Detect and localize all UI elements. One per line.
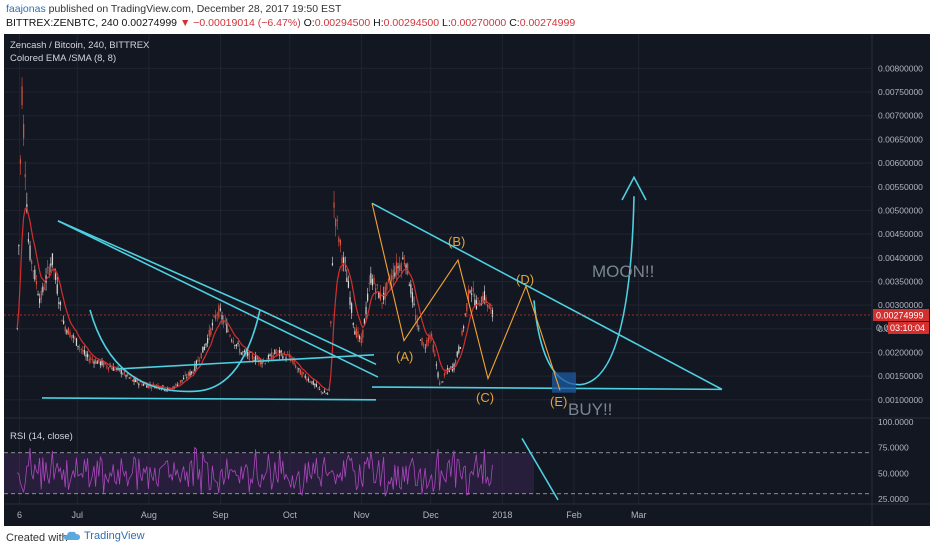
published-text: published on TradingView.com, December 2… [48,3,342,15]
chart-title: Zencash / Bitcoin, 240, BITTREX [10,40,150,51]
time-tick-label: Nov [353,510,370,520]
price-tick-label: 0.00350000 [878,276,923,286]
rsi-tick-label: 50.0000 [878,468,909,478]
price-tick-label: 0.00500000 [878,205,923,215]
price-tick-label: 0.00450000 [878,229,923,239]
open-label: O: [303,17,315,29]
chart-header: faajonas published on TradingView.com, D… [0,0,932,34]
price-tick-label: 0.00700000 [878,111,923,121]
rsi-tick-label: 100.0000 [878,417,914,427]
countdown-prefix: 0.0 [876,323,889,333]
price-change: −0.00019014 (−6.47%) [193,17,301,29]
wave-label-b: (B) [448,234,465,249]
high-value: 0.00294500 [383,17,440,29]
time-axis[interactable]: 6 Jul Aug Sep Oct Nov Dec 2018 Feb Mar [4,503,930,520]
time-tick-label: Feb [566,510,582,520]
symbol-label: BITTREX:ZENBTC, 240 [6,17,119,29]
time-tick-label: 2018 [492,510,512,520]
time-tick-label: Mar [631,510,647,520]
buy-label: BUY!! [568,400,612,419]
drawings [4,175,872,401]
price-tick-label: 0.00750000 [878,87,923,97]
rsi-tick-label: 75.0000 [878,443,909,453]
cloud-icon [64,531,80,540]
price-tick-label: 0.00800000 [878,63,923,73]
created-with-label: Created with [6,532,68,544]
footer: Created with TradingView [0,526,932,550]
time-tick-label: Sep [213,510,229,520]
time-tick-label: 6 [17,510,22,520]
price-tick-label: 0.00600000 [878,158,923,168]
indicator-label: Colored EMA /SMA (8, 8) [10,53,116,64]
moon-label: MOON!! [592,262,654,281]
time-tick-label: Oct [283,510,298,520]
price-tick-label: 0.00400000 [878,253,923,263]
time-tick-label: Dec [423,510,440,520]
wave-label-e: (E) [550,394,567,409]
price-axis[interactable]: 0.00800000 0.00750000 0.00700000 0.00650000… [871,34,930,526]
tradingview-brand: TradingView [84,530,145,542]
low-label: L: [442,17,451,29]
last-price: 0.00274999 [121,17,178,29]
tradingview-logo[interactable]: TradingView [64,530,145,542]
countdown-tag [888,322,929,334]
rsi-label: RSI (14, close) [10,431,73,442]
open-value: 0.00294500 [314,17,371,29]
ema-line [16,206,493,391]
countdown-tag-text: 03:10:04 [890,323,925,333]
grid [4,34,872,504]
price-tick-label: 0.00200000 [878,347,923,357]
publish-line: faajonas published on TradingView.com, D… [6,3,341,15]
price-tick-label: 0.00100000 [878,395,923,405]
rsi-tick-label: 25.0000 [878,494,909,504]
price-tick-label: 0.00550000 [878,182,923,192]
low-value: 0.00270000 [450,17,507,29]
wave-label-c: (C) [476,390,494,405]
last-price-tag [873,309,929,321]
quote-line: BITTREX:ZENBTC, 240 0.00274999 ▼ −0.0001… [6,17,575,29]
chart-svg[interactable]: 0.00800000 0.00750000 0.00700000 0.00650000… [4,34,930,526]
wave-label-a: (A) [396,349,413,364]
wave-label-d: (D) [516,272,534,287]
price-tick-label: 0.00150000 [878,371,923,381]
last-price-tag-text: 0.00274999 [876,311,924,321]
high-label: H: [373,17,384,29]
rsi-pane[interactable]: 100.0000 75.0000 50.0000 25.0000 [4,417,930,504]
price-tick-label: 0.00650000 [878,134,923,144]
chart-area[interactable]: 0.00800000 0.00750000 0.00700000 0.00650000… [4,34,930,526]
down-arrow-icon: ▼ [179,17,191,29]
close-value: 0.00274999 [519,17,576,29]
time-tick-label: Jul [72,510,84,520]
author-link[interactable]: faajonas [6,3,46,15]
close-label: C: [509,17,520,29]
price-tick-label: 0.00300000 [878,300,923,310]
time-tick-label: Aug [141,510,157,520]
